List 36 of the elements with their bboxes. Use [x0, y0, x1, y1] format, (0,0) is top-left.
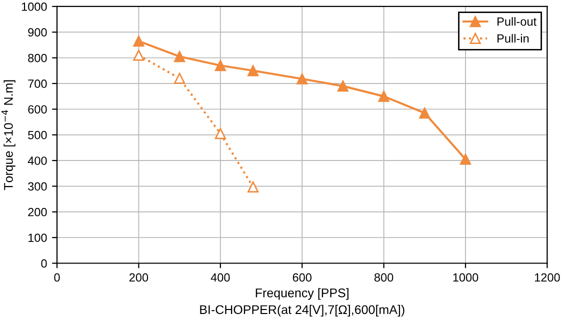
y-tick-label: 500: [28, 130, 47, 140]
point: [460, 154, 472, 165]
point: [214, 60, 226, 72]
x-tick-label: 800: [374, 273, 394, 282]
y-tick-label: 400: [28, 156, 47, 165]
point: [174, 50, 186, 62]
point: [296, 73, 308, 84]
point: [419, 107, 430, 119]
y-tick-label: 900: [28, 28, 47, 37]
legend-label: Pull-in: [498, 34, 529, 43]
y-axis-title: Torque [×10$^{−4}$ N.m]: [2, 80, 16, 190]
point: [174, 72, 186, 84]
y-tick-label: 100: [28, 234, 47, 242]
y-tick-label: 0: [41, 259, 47, 268]
point: [248, 65, 259, 76]
point: [378, 90, 390, 102]
x-tick-label: 400: [210, 273, 230, 282]
x-axis-title: Frequency [PPS]: [256, 288, 348, 300]
x-tick-label: 600: [292, 273, 312, 282]
point: [337, 80, 349, 92]
point: [248, 181, 259, 193]
point: [133, 50, 144, 61]
x-tick-label: 200: [129, 273, 148, 282]
point: [214, 128, 226, 140]
y-tick-label: 300: [28, 182, 47, 191]
y-tick-label: 200: [28, 208, 47, 216]
y-tick-label: 800: [28, 54, 47, 62]
y-tick-label: 700: [28, 80, 47, 88]
legend-label: Pull-out: [498, 17, 536, 26]
text: BI-CHOPPER(at 24[V],7[Ω],600[mA]): [200, 304, 404, 317]
y-tick-label: 600: [28, 105, 47, 114]
x-tick-label: 1000: [453, 273, 478, 282]
y-tick-label: 1000: [22, 2, 47, 11]
x-tick-label: 1200: [534, 273, 560, 282]
x-tick-label: 0: [54, 273, 60, 282]
point: [133, 36, 144, 47]
